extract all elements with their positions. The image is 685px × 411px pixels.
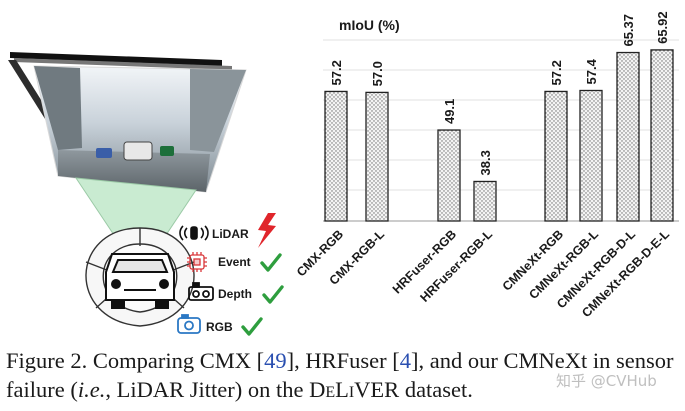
caption-ref-hrfuser[interactable]: 4 bbox=[399, 348, 411, 373]
scene-frame-mid bbox=[14, 58, 232, 70]
chart-title: mIoU (%) bbox=[339, 17, 400, 33]
sensor-row-lidar: LiDAR bbox=[179, 213, 276, 248]
bar-cmx-rgb bbox=[324, 90, 348, 222]
sensor-row-depth: Depth bbox=[188, 282, 284, 304]
bar-value-label: 57.2 bbox=[549, 60, 564, 85]
rgb-camera-icon bbox=[177, 314, 201, 334]
scene-vehicle bbox=[123, 141, 153, 161]
caption-text-3: ], and our CMNeXt in sensor failure ( bbox=[6, 348, 674, 402]
bars bbox=[324, 49, 674, 222]
scene-buildings-right bbox=[190, 69, 246, 152]
caption-ie: i.e. bbox=[77, 377, 106, 402]
figure-caption: Figure 2. Comparing CMX [49], HRFuser [4… bbox=[6, 346, 682, 404]
scene-vehicle-3 bbox=[160, 146, 174, 156]
x-tick-label: HRFuser-RGB bbox=[390, 227, 459, 296]
depth-camera-icon bbox=[188, 282, 214, 301]
caption-text-4: , LiDAR Jitter) on the bbox=[105, 377, 310, 402]
caption-dataset-name: DeLiVER bbox=[309, 377, 400, 402]
bar-value-label: 49.1 bbox=[442, 99, 457, 124]
scene-buildings-left bbox=[34, 66, 82, 150]
bar-cmnext-rgb-d-e-l bbox=[650, 49, 674, 222]
sensor-label-depth: Depth bbox=[218, 287, 252, 301]
car-top-view bbox=[105, 253, 175, 309]
checkmark-icon bbox=[262, 285, 284, 304]
miou-bar-chart: mIoU (%) 57.2 57.0 49.1 38.3 57.2 57.4 65.37 65… bbox=[294, 11, 679, 320]
caption-text-2: ], HRFuser [ bbox=[286, 348, 400, 373]
lightning-icon bbox=[258, 213, 276, 248]
sensor-label-lidar: LiDAR bbox=[212, 227, 249, 241]
scene-frame-back bbox=[10, 52, 222, 66]
caption-ref-cmx[interactable]: 49 bbox=[264, 348, 287, 373]
checkmark-icon bbox=[241, 317, 263, 336]
checkmark-icon bbox=[260, 253, 282, 272]
bar-cmnext-rgb bbox=[544, 90, 568, 222]
bar-value-label: 38.3 bbox=[478, 150, 493, 175]
lidar-icon bbox=[179, 225, 209, 241]
bar-value-label: 57.2 bbox=[329, 60, 344, 85]
bar-value-label: 57.4 bbox=[584, 58, 599, 84]
caption-text-5: dataset. bbox=[399, 377, 473, 402]
bar-value-label: 65.37 bbox=[621, 14, 636, 47]
bar-cmnext-rgb-d-l bbox=[616, 51, 640, 222]
x-tick-label: CMNeXt-RGB bbox=[500, 227, 566, 293]
bar-cmnext-rgb-l bbox=[579, 89, 603, 222]
bar-value-label: 65.92 bbox=[655, 11, 670, 44]
scene-vehicle-2 bbox=[96, 148, 112, 158]
bar-hrfuser-rgb bbox=[437, 129, 461, 222]
watermark: 知乎 @CVHub bbox=[556, 372, 657, 390]
bar-value-labels: 57.2 57.0 49.1 38.3 57.2 57.4 65.37 65.92 bbox=[329, 11, 670, 175]
sensor-label-event: Event bbox=[218, 255, 251, 269]
scene-road bbox=[58, 150, 210, 192]
bar-cmx-rgb-l bbox=[365, 91, 389, 222]
sensor-illustration: LiDAR Event Depth bbox=[8, 52, 284, 336]
sensor-label-rgb: RGB bbox=[206, 320, 233, 334]
bar-value-label: 57.0 bbox=[370, 61, 385, 86]
sensor-row-event: Event bbox=[187, 252, 282, 272]
sensor-row-rgb: RGB bbox=[177, 314, 263, 336]
caption-text-1: Figure 2. Comparing CMX [ bbox=[6, 348, 265, 373]
bar-hrfuser-rgb-l bbox=[473, 180, 497, 222]
event-camera-icon bbox=[187, 252, 207, 272]
